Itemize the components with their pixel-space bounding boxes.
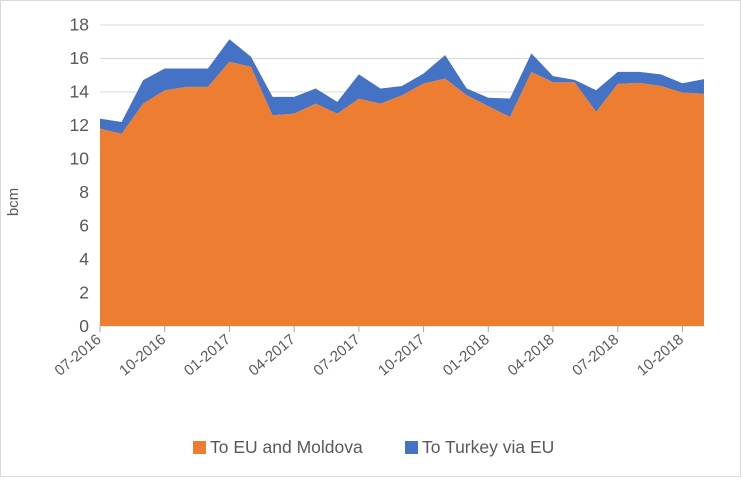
svg-text:10-2016: 10-2016 <box>116 331 169 379</box>
svg-text:4: 4 <box>79 249 89 269</box>
svg-text:0: 0 <box>79 316 89 336</box>
svg-text:8: 8 <box>79 182 89 202</box>
svg-text:16: 16 <box>70 48 89 68</box>
svg-text:01-2018: 01-2018 <box>440 331 493 379</box>
svg-text:2: 2 <box>79 283 89 303</box>
svg-text:10-2017: 10-2017 <box>375 331 428 379</box>
svg-text:To EU and Moldova: To EU and Moldova <box>210 437 363 457</box>
svg-text:07-2018: 07-2018 <box>569 331 622 379</box>
svg-text:10: 10 <box>70 149 90 169</box>
svg-text:07-2016: 07-2016 <box>51 331 104 379</box>
svg-text:01-2017: 01-2017 <box>181 331 234 379</box>
svg-text:07-2017: 07-2017 <box>310 331 363 379</box>
svg-text:14: 14 <box>70 82 90 102</box>
svg-text:To Turkey via EU: To Turkey via EU <box>422 437 554 457</box>
svg-text:18: 18 <box>70 15 89 35</box>
svg-text:6: 6 <box>79 216 89 236</box>
svg-text:10-2018: 10-2018 <box>634 331 687 379</box>
svg-text:04-2017: 04-2017 <box>246 331 299 379</box>
svg-text:04-2018: 04-2018 <box>504 331 557 379</box>
svg-text:bcm: bcm <box>5 188 22 216</box>
svg-text:12: 12 <box>70 115 89 135</box>
